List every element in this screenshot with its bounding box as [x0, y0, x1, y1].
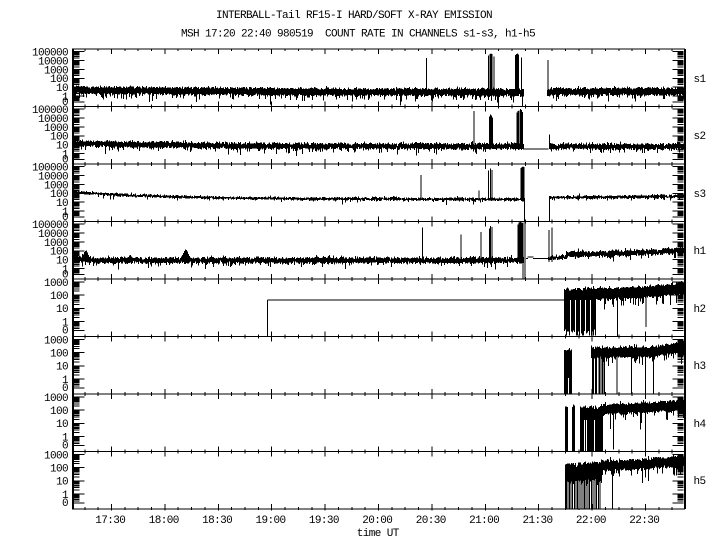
svg-text:19:30: 19:30: [309, 515, 339, 527]
svg-text:19:00: 19:00: [255, 515, 285, 527]
svg-text:1000: 1000: [44, 238, 68, 250]
svg-text:1: 1: [62, 432, 69, 444]
svg-text:0: 0: [62, 154, 68, 166]
svg-text:INTERBALL-Tail RF15-I HARD/SOF: INTERBALL-Tail RF15-I HARD/SOFT X-RAY EM…: [216, 10, 492, 22]
svg-text:10: 10: [56, 256, 68, 268]
svg-text:100: 100: [50, 247, 68, 259]
svg-text:22:00: 22:00: [576, 515, 606, 527]
svg-text:s2: s2: [694, 131, 706, 143]
svg-text:1: 1: [62, 149, 69, 161]
svg-text:1000: 1000: [44, 123, 68, 135]
svg-text:100: 100: [50, 291, 68, 303]
svg-text:20:30: 20:30: [416, 515, 446, 527]
svg-text:1000: 1000: [44, 393, 68, 405]
svg-text:h3: h3: [694, 361, 706, 373]
svg-text:0: 0: [62, 383, 68, 395]
svg-text:0: 0: [62, 212, 68, 224]
svg-text:21:30: 21:30: [522, 515, 552, 527]
svg-text:100000: 100000: [32, 220, 68, 232]
svg-text:100: 100: [50, 464, 68, 476]
svg-text:h2: h2: [694, 304, 706, 316]
svg-text:10: 10: [56, 83, 68, 95]
svg-text:20:00: 20:00: [362, 515, 392, 527]
svg-text:h4: h4: [694, 419, 707, 431]
svg-text:100: 100: [50, 74, 68, 86]
svg-text:18:00: 18:00: [149, 515, 179, 527]
svg-text:100000: 100000: [32, 48, 68, 60]
svg-text:1000: 1000: [44, 450, 68, 462]
svg-text:1000: 1000: [44, 65, 68, 77]
svg-text:10000: 10000: [38, 114, 68, 126]
svg-text:s3: s3: [694, 189, 706, 201]
svg-text:10000: 10000: [38, 229, 68, 241]
svg-text:100: 100: [50, 189, 68, 201]
svg-text:0: 0: [62, 326, 68, 338]
svg-text:1: 1: [62, 92, 69, 104]
svg-text:100000: 100000: [32, 163, 68, 175]
svg-text:0: 0: [62, 269, 68, 281]
svg-text:MSH 17:20 22:40 980519 COUNT: MSH 17:20 22:40 980519 COUNT RATE IN CHA…: [181, 29, 535, 41]
svg-text:1: 1: [62, 375, 69, 387]
svg-text:0: 0: [62, 498, 68, 510]
svg-text:1: 1: [62, 207, 69, 219]
svg-text:1: 1: [62, 317, 69, 329]
svg-text:0: 0: [62, 97, 68, 109]
svg-text:100: 100: [50, 349, 68, 361]
svg-text:s1: s1: [694, 74, 707, 86]
svg-text:h1: h1: [694, 246, 707, 258]
svg-text:100: 100: [50, 406, 68, 418]
svg-text:10: 10: [56, 362, 68, 374]
svg-text:1: 1: [62, 264, 69, 276]
svg-text:1000: 1000: [44, 335, 68, 347]
svg-text:time UT: time UT: [357, 528, 400, 540]
svg-text:1000: 1000: [44, 278, 68, 290]
svg-text:10: 10: [56, 419, 68, 431]
svg-text:10000: 10000: [38, 172, 68, 184]
svg-text:h5: h5: [694, 476, 706, 488]
svg-text:10: 10: [56, 304, 68, 316]
svg-text:1: 1: [62, 490, 69, 502]
svg-text:22:30: 22:30: [629, 515, 659, 527]
svg-text:18:30: 18:30: [202, 515, 232, 527]
svg-text:0: 0: [62, 441, 68, 453]
svg-text:100: 100: [50, 132, 68, 144]
svg-text:17:30: 17:30: [95, 515, 125, 527]
svg-text:10: 10: [56, 198, 68, 210]
svg-text:10000: 10000: [38, 57, 68, 69]
svg-text:1000: 1000: [44, 180, 68, 192]
svg-text:10: 10: [56, 141, 68, 153]
svg-text:100000: 100000: [32, 105, 68, 117]
svg-text:10: 10: [56, 477, 68, 489]
svg-text:21:00: 21:00: [469, 515, 499, 527]
